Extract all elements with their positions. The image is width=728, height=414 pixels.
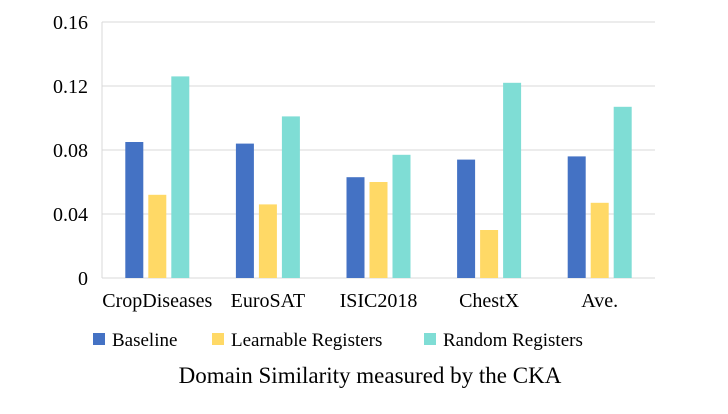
legend: Baseline Learnable Registers Random Regist…	[93, 330, 583, 351]
bar-random-registers	[392, 154, 411, 278]
legend-swatch	[424, 333, 436, 345]
bar-baseline	[567, 156, 586, 278]
bar-learnable-registers	[369, 182, 388, 278]
x-tick-label: ChestX	[459, 290, 520, 312]
legend-label: Baseline	[112, 330, 177, 351]
legend-label: Learnable Registers	[231, 330, 382, 351]
bar-baseline	[457, 159, 476, 278]
y-tick-labels: 0 0.04 0.08 0.12 0.16	[53, 12, 88, 290]
bar-random-registers	[171, 76, 190, 279]
chart-title: Domain Similarity measured by the CKA	[179, 363, 562, 388]
bar-learnable-registers	[480, 230, 499, 278]
bar-learnable-registers	[258, 204, 277, 278]
y-tick-label: 0	[78, 268, 88, 290]
legend-swatch	[93, 333, 105, 345]
x-tick-labels: CropDiseases EuroSAT ISIC2018 ChestX Ave.	[102, 290, 618, 312]
y-tick-label: 0.12	[53, 76, 88, 98]
y-tick-label: 0.04	[53, 204, 88, 226]
bar-random-registers	[281, 116, 300, 279]
bars	[125, 76, 632, 279]
x-tick-label: EuroSAT	[231, 290, 305, 312]
bar-baseline	[125, 142, 144, 278]
gridlines	[101, 21, 655, 279]
bar-learnable-registers	[148, 194, 167, 278]
legend-label: Random Registers	[443, 330, 583, 351]
bar-baseline	[346, 177, 365, 278]
y-tick-label: 0.16	[53, 12, 88, 34]
bar-learnable-registers	[590, 202, 609, 278]
bar-baseline	[235, 143, 254, 278]
y-tick-label: 0.08	[53, 140, 88, 162]
x-tick-label: ISIC2018	[340, 290, 418, 312]
bar-random-registers	[613, 106, 632, 278]
x-tick-label: Ave.	[581, 290, 618, 312]
bar-random-registers	[503, 82, 522, 278]
legend-swatch	[212, 333, 224, 345]
x-tick-label: CropDiseases	[102, 290, 212, 312]
